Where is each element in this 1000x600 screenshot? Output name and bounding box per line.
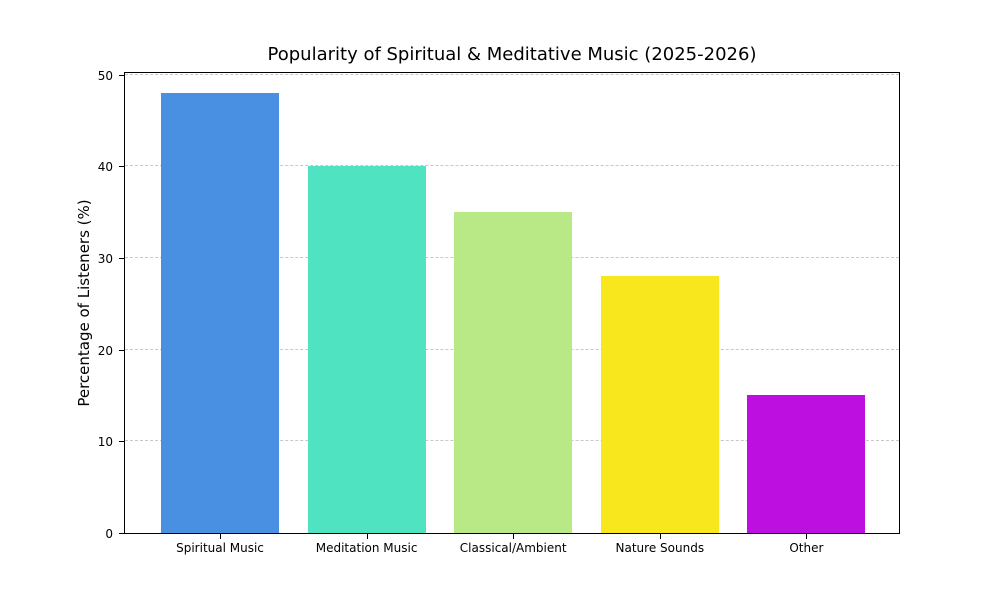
- x-tick-label: Spiritual Music: [176, 541, 264, 555]
- y-tick: [119, 349, 124, 351]
- y-tick: [119, 74, 124, 76]
- y-axis-label: Percentage of Listeners (%): [75, 199, 93, 407]
- chart-title: Popularity of Spiritual & Meditative Mus…: [267, 44, 757, 65]
- y-tick-label: 20: [97, 343, 113, 358]
- x-tick: [366, 534, 368, 539]
- plot-area: 0 10 20 30 40 50 Spiritual Music Meditation Mus…: [98, 69, 900, 555]
- y-tick: [119, 166, 124, 168]
- bar-nature-sounds: [600, 276, 719, 533]
- bar-other: [747, 395, 866, 533]
- y-tick: [119, 441, 124, 443]
- y-tick-label: 30: [97, 251, 113, 266]
- y-tick: [119, 533, 124, 534]
- x-tick: [513, 534, 515, 539]
- x-tick-label: Meditation Music: [315, 541, 418, 555]
- y-tick-label: 0: [105, 527, 113, 541]
- gridline: [125, 73, 899, 75]
- x-tick: [659, 534, 661, 539]
- y-tick-label: 40: [97, 160, 113, 175]
- bar-meditation-music: [307, 166, 426, 533]
- y-tick-label: 10: [97, 435, 113, 450]
- x-tick: [806, 534, 808, 539]
- bar-classical-ambient: [454, 212, 573, 533]
- x-tick: [220, 534, 221, 539]
- gridline: [125, 165, 899, 167]
- bar-spiritual-music: [161, 92, 279, 533]
- y-tick-label: 50: [97, 68, 113, 83]
- x-tick-label: Classical/Ambient: [459, 541, 567, 555]
- y-tick: [119, 257, 124, 259]
- x-tick-label: Other: [789, 541, 824, 555]
- x-tick-label: Nature Sounds: [615, 541, 705, 555]
